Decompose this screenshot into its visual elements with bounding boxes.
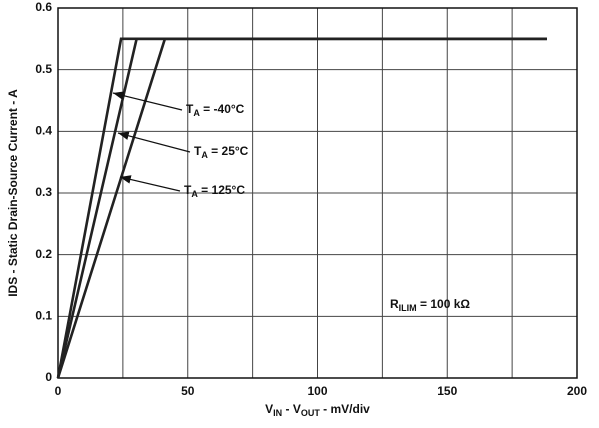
x-axis-label-part: - mV/div xyxy=(320,402,370,416)
series-label-part: A xyxy=(201,150,208,160)
series-label-part: T xyxy=(186,102,194,116)
y-tick-label: 0.2 xyxy=(35,247,52,261)
x-axis-label: VIN - VOUT - mV/div xyxy=(265,402,370,418)
series-label-part: = 125°C xyxy=(198,183,245,197)
arrow xyxy=(112,91,183,111)
series-line xyxy=(56,37,547,379)
x-axis-label-part: OUT xyxy=(301,408,321,418)
series-label-part: A xyxy=(191,189,198,199)
annotation-part: ILIM xyxy=(399,303,417,313)
x-tick-label: 50 xyxy=(181,384,195,398)
y-axis-label: IDS - Static Drain-Source Current - A xyxy=(6,89,20,297)
x-tick-label: 0 xyxy=(55,384,62,398)
x-tick-label: 150 xyxy=(437,384,457,398)
series-label-part: = -40°C xyxy=(200,102,245,116)
series-label: TA = 125°C xyxy=(184,183,245,199)
series-label: TA = -40°C xyxy=(186,102,245,118)
x-axis-label-part: V xyxy=(265,402,273,416)
y-tick-label: 0.6 xyxy=(35,0,52,14)
annotation: RILIM = 100 kΩ xyxy=(390,297,470,313)
x-axis-label-part: - V xyxy=(282,402,301,416)
series-line xyxy=(56,37,547,379)
series-label-part: T xyxy=(194,144,202,158)
series-label-part: T xyxy=(184,183,192,197)
series-label: TA = 25°C xyxy=(194,144,249,160)
y-tick-label: 0 xyxy=(45,370,52,384)
y-tick-label: 0.3 xyxy=(35,185,52,199)
annotation-part: = 100 kΩ xyxy=(417,297,471,311)
arrow xyxy=(119,175,181,192)
y-tick-label: 0.4 xyxy=(35,124,52,138)
x-tick-label: 100 xyxy=(307,384,327,398)
y-tick-label: 0.5 xyxy=(35,62,52,76)
arrow xyxy=(117,131,191,153)
series-label-part: A xyxy=(193,108,200,118)
x-axis-label-part: IN xyxy=(273,408,282,418)
x-tick-label: 200 xyxy=(567,384,587,398)
plot-frame xyxy=(57,7,578,379)
annotation-part: R xyxy=(390,297,399,311)
series-label-part: = 25°C xyxy=(208,144,249,158)
series-line xyxy=(56,37,547,379)
y-tick-label: 0.1 xyxy=(35,309,52,323)
